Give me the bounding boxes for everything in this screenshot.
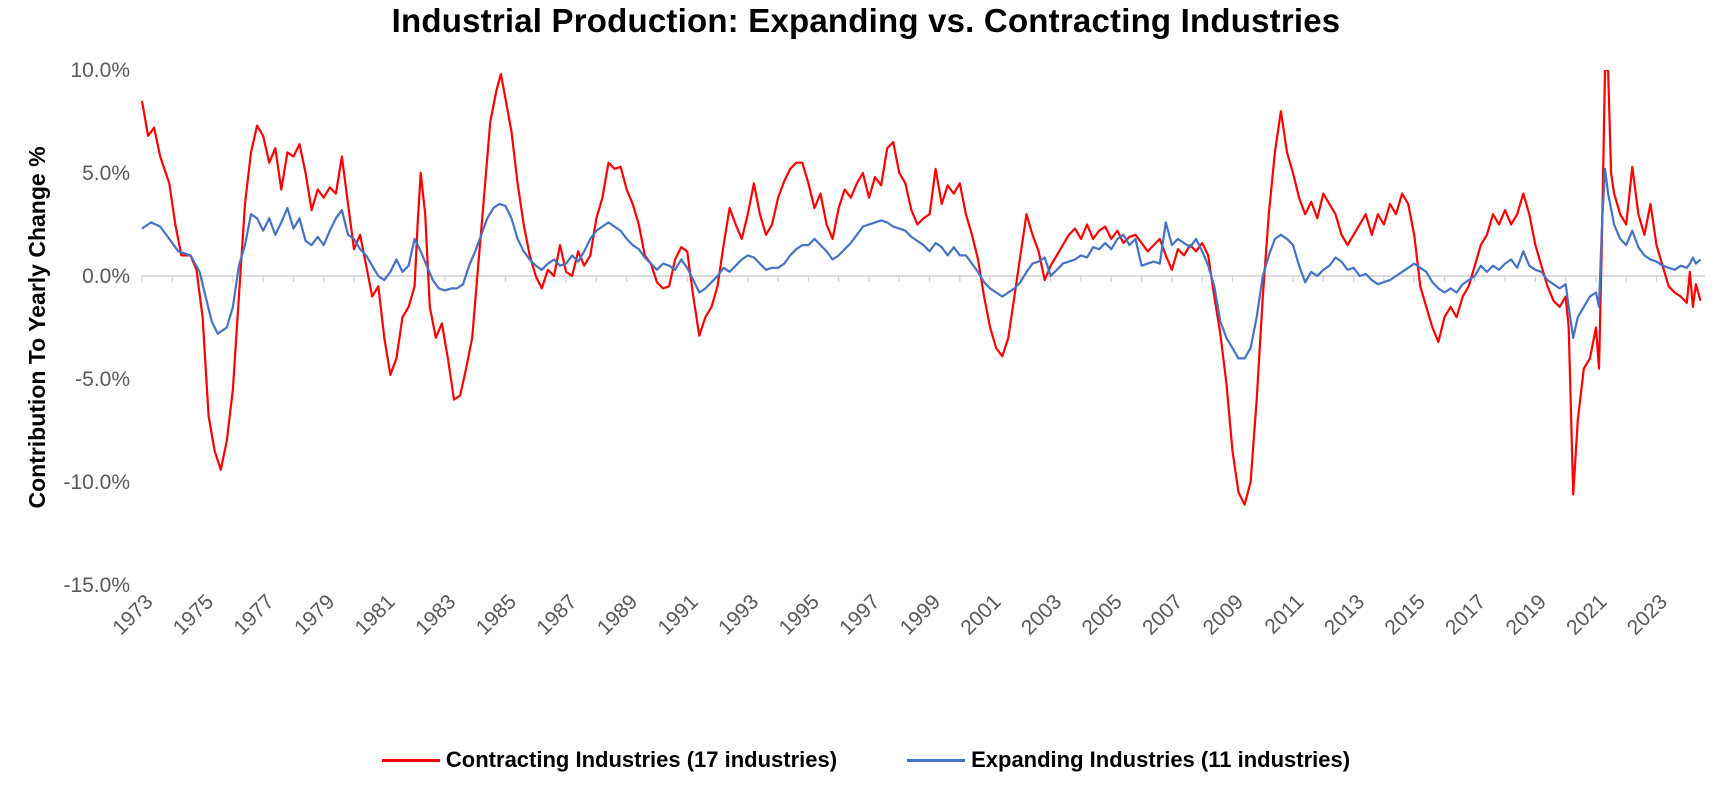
x-tick-label: 2009 [1199, 590, 1248, 639]
y-tick-label: -10.0% [63, 471, 130, 494]
y-tick-label: -15.0% [63, 574, 130, 597]
x-tick-label: 1993 [714, 590, 763, 639]
y-tick-label: 5.0% [82, 162, 130, 185]
x-tick-label: 2017 [1441, 590, 1490, 639]
x-tick-label: 1989 [593, 590, 642, 639]
x-tick-label: 2003 [1017, 590, 1066, 639]
x-tick-label: 1983 [411, 590, 460, 639]
x-tick-label: 2007 [1138, 590, 1187, 639]
y-tick-label: 10.0% [70, 59, 130, 82]
x-tick-label: 1991 [653, 590, 702, 639]
x-tick-label: 1981 [351, 590, 400, 639]
legend-swatch-contracting [381, 758, 440, 762]
y-axis-ticks: 10.0% 5.0% 0.0% -5.0% -10.0% -15.0% [63, 59, 130, 597]
y-tick-label: -5.0% [75, 368, 130, 391]
x-tick-label: 2023 [1623, 590, 1672, 639]
x-tick-label: 2019 [1502, 590, 1551, 639]
x-tick-label: 2013 [1320, 590, 1369, 639]
y-axis-title: Contribution To Yearly Change % [24, 146, 50, 508]
legend-item-contracting: Contracting Industries (17 industries) [381, 747, 838, 773]
legend-item-expanding: Expanding Industries (11 industries) [907, 747, 1350, 773]
x-tick-label: 1979 [290, 590, 339, 639]
x-tick-label: 2005 [1078, 590, 1127, 639]
x-tick-label: 1995 [775, 590, 824, 639]
legend-swatch-expanding [907, 758, 966, 762]
y-axis-label-group: Contribution To Yearly Change % [24, 146, 50, 508]
x-tick-label: 1985 [472, 590, 521, 639]
x-tick-label: 2011 [1260, 590, 1308, 638]
x-tick-label: 2001 [956, 590, 1005, 639]
series-group [140, 70, 1702, 506]
x-tick-label: 1987 [532, 590, 581, 639]
x-axis-ticks: 1973 1975 1977 1979 1981 1983 1985 1987 1989 1991… [108, 590, 1672, 639]
legend-label-expanding: Expanding Industries (11 industries) [971, 747, 1351, 772]
chart-title: Industrial Production: Expanding vs. Con… [391, 2, 1341, 39]
x-tick-label: 1977 [229, 590, 278, 639]
x-tick-label: 1975 [169, 590, 218, 639]
x-tick-label: 2021 [1562, 590, 1611, 639]
series-line-contracting [140, 70, 1702, 506]
x-tick-label: 1973 [108, 590, 157, 639]
y-tick-label: 0.0% [82, 265, 130, 288]
x-tick-label: 1997 [835, 590, 884, 639]
x-tick-label: 2015 [1380, 590, 1429, 639]
x-tick-label: 1999 [896, 590, 945, 639]
legend: Contracting Industries (17 industries) E… [0, 747, 1732, 773]
series-line-expanding [141, 167, 1702, 360]
legend-label-contracting: Contracting Industries (17 industries) [445, 747, 838, 772]
